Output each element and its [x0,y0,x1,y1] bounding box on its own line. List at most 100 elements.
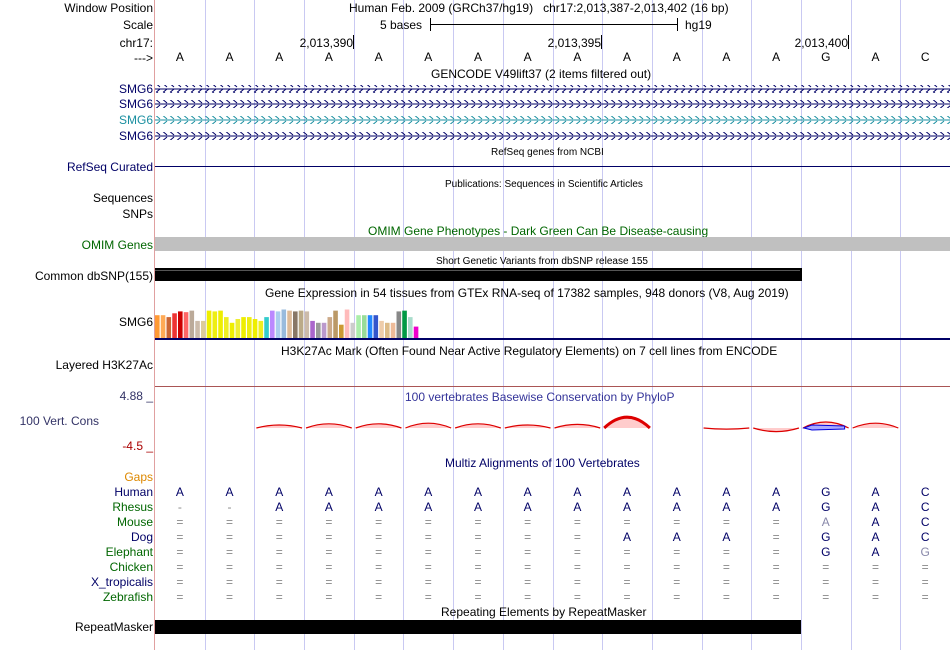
gtex-tissue-bar[interactable] [298,310,304,338]
gtex-tissue-bar[interactable] [350,322,356,338]
phylop-score-bump [703,427,750,430]
gencode-item-label[interactable]: SMG6 [118,82,153,96]
gtex-tissue-bar[interactable] [310,320,315,338]
gtex-tissue-bar[interactable] [344,309,350,339]
gaps-label[interactable]: Gaps [124,470,153,484]
gtex-label[interactable]: SMG6 [118,315,153,329]
species-label[interactable]: Chicken [109,560,153,574]
alignment-base: = [375,575,383,589]
refseq-label[interactable]: RefSeq Curated [66,160,153,174]
species-label[interactable]: Rhesus [112,500,153,514]
gtex-tissue-bar[interactable] [229,322,235,338]
species-label[interactable]: Dog [130,530,153,544]
gtex-tissue-bar[interactable] [275,311,281,338]
species-label[interactable]: Zebrafish [102,590,153,604]
gtex-tissue-bar[interactable] [201,320,206,338]
gtex-tissue-bar[interactable] [390,322,396,338]
gtex-tissue-bar[interactable] [160,315,166,338]
gtex-tissue-bar[interactable] [189,310,195,338]
base-grid-line [751,0,753,650]
scale-text: 5 bases [380,18,423,32]
gtex-tissue-bar[interactable] [396,311,402,338]
gtex-tissue-bar[interactable] [408,317,413,338]
gtex-tissue-bar[interactable] [327,317,333,338]
scale-label: Scale [122,18,153,32]
gtex-tissue-bar[interactable] [385,322,390,338]
dbsnp-feature-bar[interactable] [155,268,802,281]
gtex-tissue-bar[interactable] [183,312,189,338]
gtex-tissue-bar[interactable] [356,315,361,338]
gtex-tissue-bar[interactable] [155,315,160,338]
repeatmasker-feature-bar[interactable] [155,620,801,634]
gtex-tissue-bar[interactable] [224,317,229,338]
gtex-tissue-bar[interactable] [316,322,321,338]
species-label[interactable]: Elephant [105,545,153,559]
gencode-transcripts[interactable] [155,80,950,142]
phylop-ymax: 4.88 _ [119,389,153,403]
gtex-tissue-bar[interactable] [321,322,327,338]
gtex-tissue-bar[interactable] [247,317,252,338]
gtex-tissue-bar[interactable] [413,326,419,338]
alignment-base: = [325,575,333,589]
transcript-line[interactable] [155,116,950,124]
sequences-label[interactable]: Sequences [92,191,153,205]
refseq-gene-line[interactable] [155,166,950,167]
repeatmasker-label[interactable]: RepeatMasker [74,620,153,634]
phylop-graph[interactable] [155,400,950,450]
gtex-tissue-bar[interactable] [367,315,373,338]
gencode-item-label[interactable]: SMG6 [118,113,153,127]
gtex-tissue-bar[interactable] [258,320,264,338]
gtex-tissue-bar[interactable] [339,324,344,338]
gtex-tissue-bar[interactable] [379,320,384,338]
gtex-tissue-bar[interactable] [195,320,200,338]
species-label[interactable]: X_tropicalis [90,575,153,589]
omim-feature-bar[interactable] [155,237,950,251]
gtex-tissue-bar[interactable] [172,313,177,338]
gtex-tissue-bar[interactable] [287,310,292,338]
gencode-item-label[interactable]: SMG6 [118,97,153,111]
alignment-base: = [325,560,333,574]
chrom-label: chr17: [119,36,153,50]
gencode-item-label[interactable]: SMG6 [118,129,153,143]
omim-label[interactable]: OMIM Genes [81,238,153,252]
transcript-line[interactable] [155,85,950,93]
gtex-expression-chart[interactable] [155,300,950,340]
alignment-base: = [722,575,730,589]
transcript-line[interactable] [155,132,950,140]
gtex-tissue-bar[interactable] [212,311,218,338]
gtex-tissue-bar[interactable] [264,317,269,338]
gtex-tissue-bar[interactable] [178,311,183,338]
transcript-line[interactable] [155,100,950,108]
alignment-base: = [772,530,780,544]
snps-label[interactable]: SNPs [122,207,153,221]
gtex-tissue-bar[interactable] [270,310,275,338]
gtex-tissue-bar[interactable] [166,317,172,338]
gtex-tissue-bar[interactable] [373,315,379,338]
gtex-baseline [155,338,950,340]
gtex-tissue-bar[interactable] [252,319,258,338]
gtex-tissue-bar[interactable] [218,310,223,338]
species-label[interactable]: Human [114,485,153,499]
gtex-tissue-bar[interactable] [241,317,246,338]
gtex-tissue-bar[interactable] [402,310,407,338]
gtex-tissue-bar[interactable] [235,319,241,338]
alignment-base: = [822,575,830,589]
phylop-label[interactable]: 100 Vert. Cons [19,414,99,428]
dbsnp-label[interactable]: Common dbSNP(155) [34,269,153,283]
gtex-tissue-bar[interactable] [281,309,287,339]
alignment-base: = [623,560,631,574]
h3k27ac-label[interactable]: Layered H3K27Ac [55,358,153,372]
ruler-tick-label: 2,013,400 [794,36,848,50]
scale-bar-left-tick [430,18,431,31]
species-label[interactable]: Mouse [116,515,153,529]
gtex-tissue-bar[interactable] [293,311,298,338]
gtex-tissue-bar[interactable] [333,310,338,338]
gtex-tissue-bar[interactable] [362,315,367,338]
alignment-base: = [325,515,333,529]
alignment-base: A [871,530,880,544]
alignment-base: = [424,575,432,589]
gtex-tissue-bar[interactable] [304,311,310,338]
gtex-tissue-bar[interactable] [206,310,212,338]
alignment-base: A [374,485,383,499]
